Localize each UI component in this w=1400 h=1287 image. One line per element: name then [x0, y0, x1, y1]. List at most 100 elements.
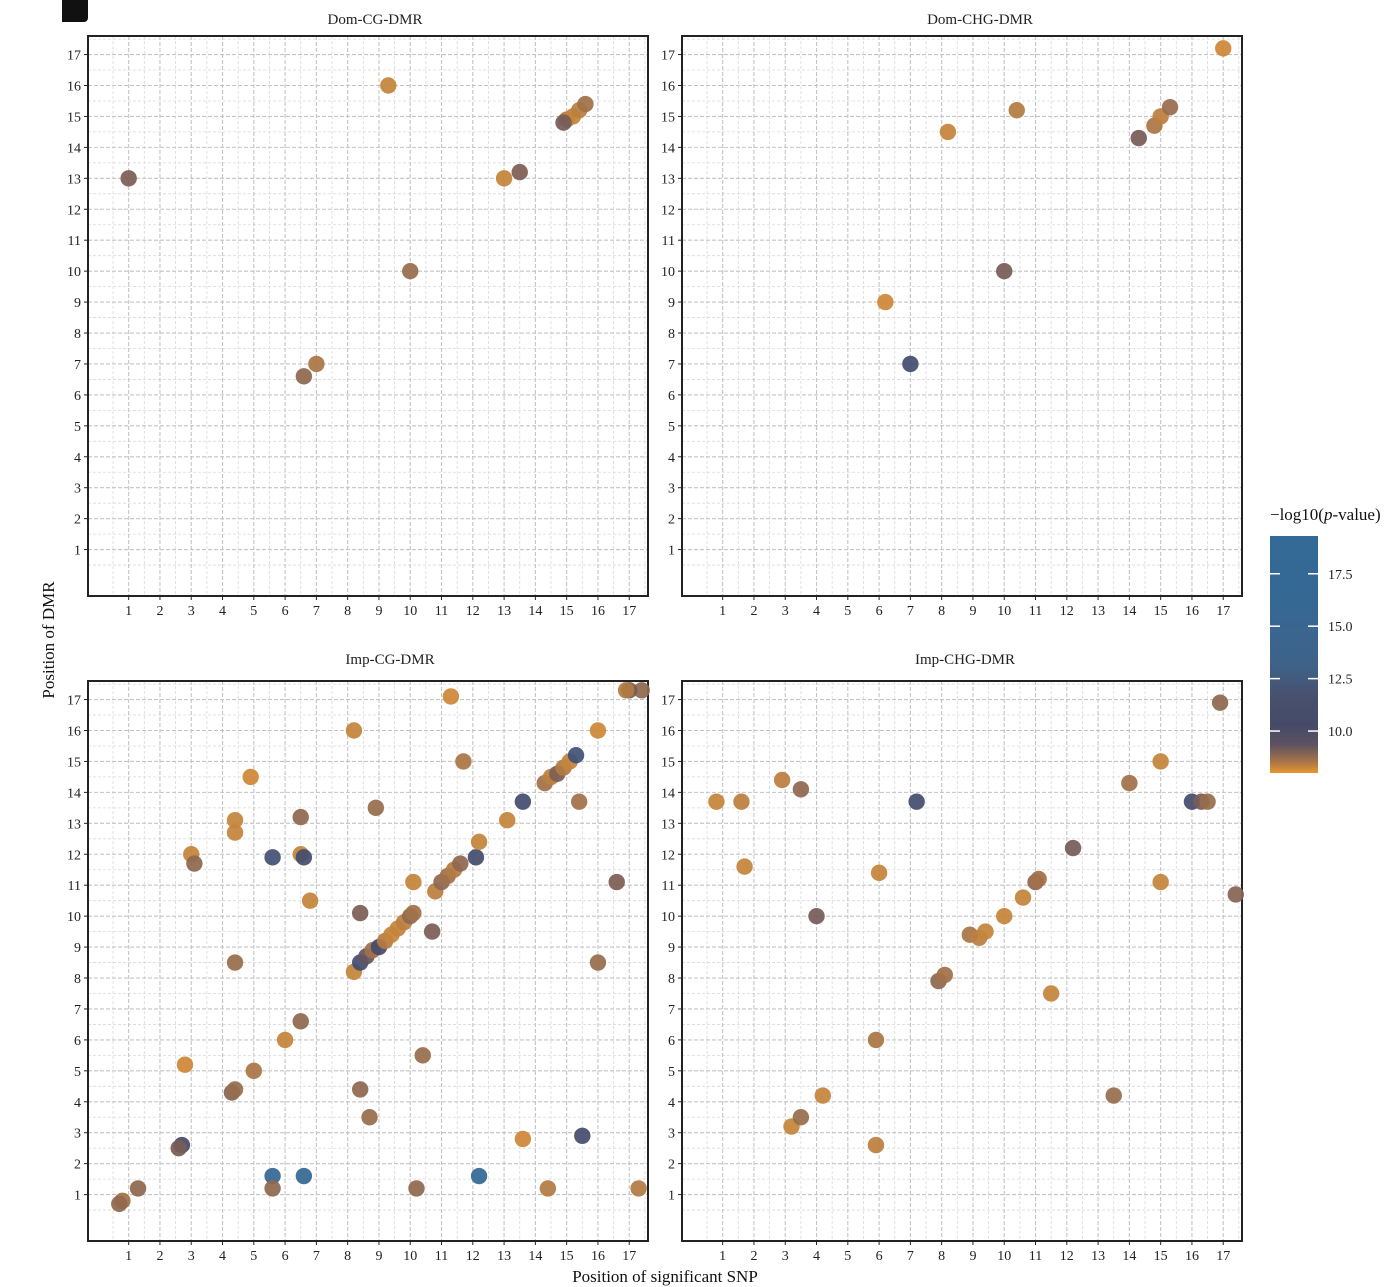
- x-tick-label: 17: [622, 604, 636, 619]
- x-tick-label: 3: [782, 604, 789, 619]
- y-tick-label: 6: [668, 389, 675, 404]
- y-tick-label: 8: [668, 327, 675, 342]
- y-tick-label: 13: [67, 817, 81, 832]
- x-tick-label: 10: [403, 604, 417, 619]
- data-point: [1121, 774, 1138, 792]
- x-tick-label: 12: [1060, 604, 1074, 619]
- x-tick-label: 15: [1154, 604, 1168, 619]
- data-point: [1105, 1087, 1122, 1104]
- x-tick-label: 4: [219, 604, 226, 619]
- data-point: [1130, 129, 1147, 147]
- data-point: [264, 849, 281, 866]
- x-tick-label: 4: [219, 1249, 226, 1264]
- data-point: [470, 1167, 488, 1185]
- data-point: [996, 262, 1013, 280]
- x-tick-label: 10: [997, 604, 1011, 619]
- y-tick-label: 14: [661, 141, 675, 156]
- data-point: [1161, 98, 1179, 116]
- data-point: [226, 812, 244, 829]
- panel-imp-cg-dmr: 1 2 3 4 5 6 7 8 9 10 11 12 13 14 15 16 17123456789101112…: [67, 652, 650, 1264]
- y-tick-label: 7: [74, 358, 81, 373]
- y-tick-label: 10: [661, 910, 675, 925]
- data-point: [245, 1062, 263, 1080]
- data-point: [1152, 753, 1169, 770]
- y-tick-label: 12: [67, 203, 81, 218]
- x-tick-label: 3: [188, 604, 195, 619]
- color-legend: −log10(p-value) 17.5 15.0 12.5 10.0: [1270, 505, 1381, 773]
- data-point: [292, 808, 309, 826]
- y-tick-label: 12: [661, 203, 675, 218]
- x-tick-label: 1: [125, 604, 132, 619]
- y-tick-label: 1: [668, 1189, 675, 1204]
- y-tick-label: 10: [661, 265, 675, 280]
- panel-title: Dom-CHG-DMR: [927, 12, 1033, 28]
- x-tick-label: 9: [375, 604, 382, 619]
- y-tick-label: 11: [68, 234, 81, 249]
- y-tick-label: 16: [67, 725, 81, 740]
- y-tick-label: 10: [67, 910, 81, 925]
- x-tick-label: 17: [1216, 1249, 1230, 1264]
- data-point: [589, 722, 607, 739]
- data-point: [867, 1136, 885, 1154]
- x-tick-label: 17: [622, 1249, 636, 1264]
- data-point: [1152, 873, 1169, 891]
- data-point: [129, 1180, 147, 1197]
- data-point: [264, 1167, 281, 1185]
- data-point: [264, 1180, 281, 1197]
- y-tick-label: 13: [661, 817, 675, 832]
- x-tick-label: 14: [528, 1249, 542, 1264]
- y-tick-label: 16: [661, 80, 675, 95]
- data-point: [814, 1087, 831, 1104]
- panel-title: Dom-CG-DMR: [327, 12, 422, 28]
- legend-tick-label: 15.0: [1328, 620, 1353, 635]
- data-point: [514, 793, 532, 810]
- data-point: [380, 77, 397, 94]
- y-tick-label: 4: [668, 451, 675, 466]
- y-tick-label: 3: [668, 1127, 675, 1142]
- y-tick-label: 12: [661, 848, 675, 863]
- data-point: [570, 793, 588, 810]
- x-tick-label: 2: [750, 1249, 757, 1264]
- data-point: [511, 163, 528, 181]
- data-point: [226, 954, 244, 971]
- x-tick-label: 11: [435, 1249, 448, 1264]
- x-tick-label: 11: [1029, 1249, 1042, 1264]
- data-point: [295, 368, 313, 385]
- y-tick-label: 5: [74, 420, 81, 435]
- y-tick-label: 17: [661, 49, 675, 64]
- y-tick-label: 5: [668, 420, 675, 435]
- data-point: [470, 833, 488, 851]
- y-tick-label: 15: [67, 110, 81, 125]
- x-tick-label: 5: [844, 604, 851, 619]
- data-point: [351, 1081, 369, 1098]
- data-point: [877, 293, 894, 311]
- x-tick-label: 4: [813, 604, 820, 619]
- y-tick-label: 11: [662, 879, 675, 894]
- y-tick-label: 3: [668, 482, 675, 497]
- y-tick-label: 17: [67, 49, 81, 64]
- panel-title: Imp-CHG-DMR: [915, 652, 1015, 668]
- data-point: [301, 892, 319, 909]
- y-tick-label: 9: [74, 296, 81, 311]
- x-tick-label: 15: [1154, 1249, 1168, 1264]
- y-tick-label: 5: [668, 1065, 675, 1080]
- y-tick-label: 8: [668, 972, 675, 987]
- data-point: [1014, 889, 1032, 906]
- data-point: [176, 1056, 194, 1073]
- y-tick-label: 2: [668, 513, 675, 528]
- y-tick-label: 10: [67, 265, 81, 280]
- y-tick-label: 15: [67, 755, 81, 770]
- data-point: [733, 793, 750, 810]
- y-tick-label: 12: [67, 848, 81, 863]
- y-tick-label: 4: [74, 451, 81, 466]
- x-tick-label: 15: [560, 604, 574, 619]
- data-point: [630, 1180, 647, 1197]
- y-tick-label: 2: [74, 1158, 81, 1173]
- data-point: [792, 781, 810, 798]
- x-tick-label: 16: [1185, 604, 1199, 619]
- data-point: [1211, 694, 1229, 711]
- data-point: [495, 170, 513, 187]
- y-tick-label: 13: [661, 172, 675, 187]
- y-tick-label: 1: [74, 1189, 81, 1204]
